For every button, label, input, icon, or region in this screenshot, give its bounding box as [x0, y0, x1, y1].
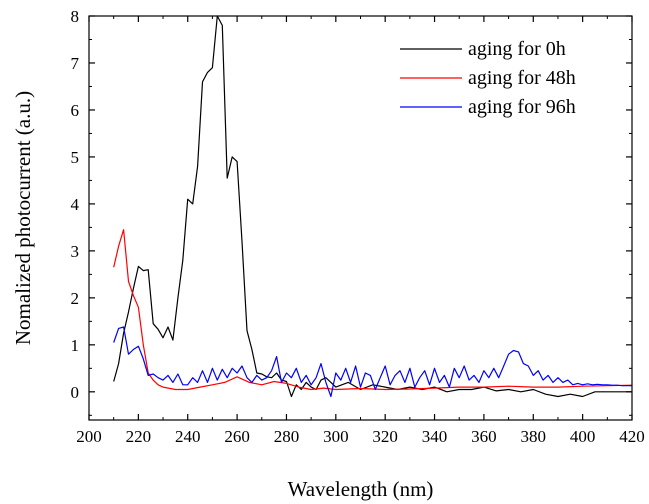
series-line-2 — [113, 326, 632, 398]
legend-label-aging-0h: aging for 0h — [468, 38, 566, 60]
tick-layer: 200 220 240 260 280 300 320 340 360 380 400 420 0 1 2 3… — [71, 7, 645, 446]
x-tick-label: 420 — [619, 427, 645, 446]
x-tick-label: 200 — [76, 427, 102, 446]
y-axis-title: Nomalized photocurrent (a.u.) — [11, 91, 35, 345]
y-tick-label: 6 — [71, 101, 80, 120]
y-tick-label: 5 — [71, 148, 80, 167]
x-tick-label: 220 — [126, 427, 152, 446]
y-tick-label: 4 — [71, 195, 80, 214]
x-tick-label: 240 — [175, 427, 201, 446]
x-tick-label: 320 — [372, 427, 398, 446]
y-tick-label: 0 — [71, 383, 80, 402]
x-axis-title: Wavelength (nm) — [288, 477, 434, 501]
y-tick-label: 1 — [71, 336, 80, 355]
legend: aging for 0h aging for 48h aging for 96h — [400, 38, 576, 118]
y-tick-label: 8 — [71, 7, 80, 26]
legend-label-aging-48h: aging for 48h — [468, 67, 576, 89]
x-tick-label: 360 — [471, 427, 497, 446]
legend-label-aging-96h: aging for 96h — [468, 96, 576, 118]
x-tick-label: 280 — [274, 427, 300, 446]
y-tick-label: 2 — [71, 289, 80, 308]
x-tick-label: 380 — [521, 427, 547, 446]
x-tick-label: 300 — [323, 427, 349, 446]
y-tick-label: 3 — [71, 242, 80, 261]
y-tick-label: 7 — [71, 54, 80, 73]
series-layer — [113, 15, 633, 398]
x-tick-label: 400 — [570, 427, 596, 446]
x-tick-label: 260 — [224, 427, 250, 446]
series-line-1 — [113, 229, 633, 391]
x-tick-label: 340 — [422, 427, 448, 446]
